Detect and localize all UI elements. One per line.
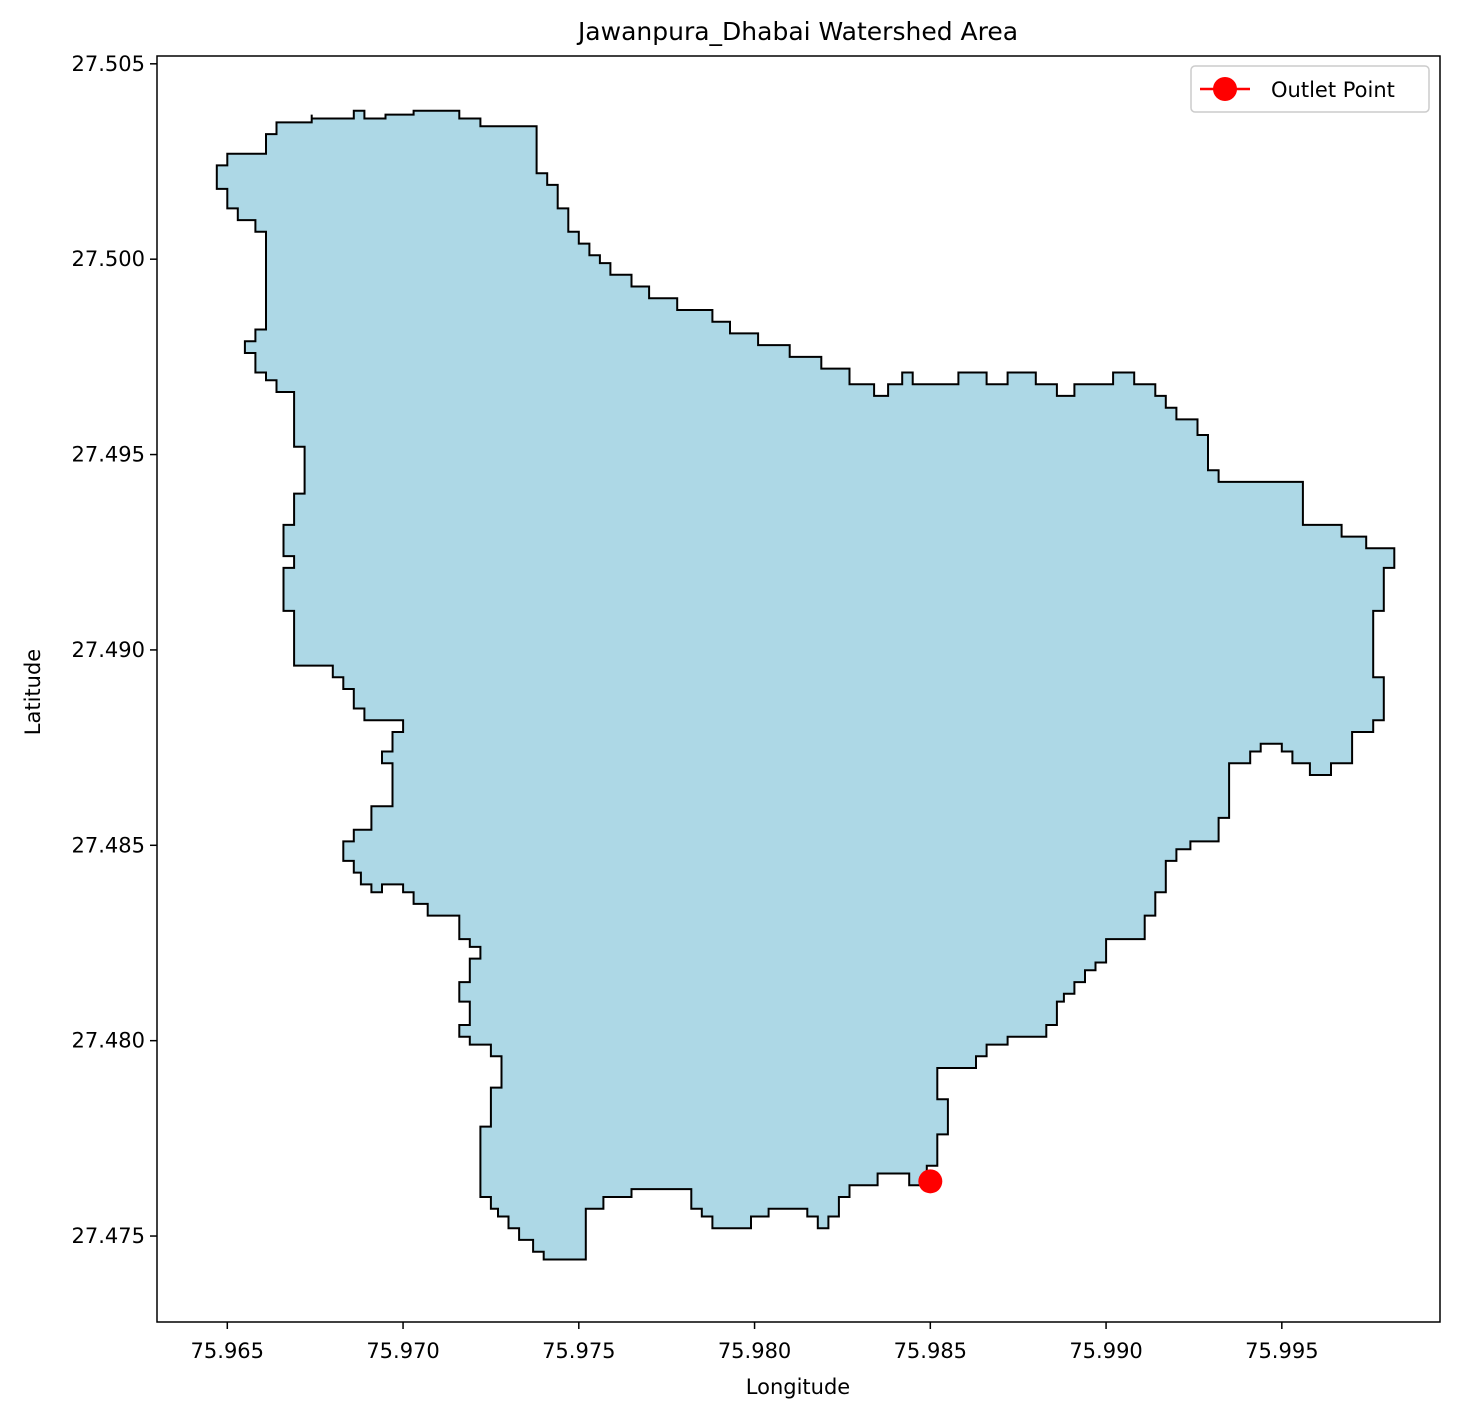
x-tick-label: 75.970 bbox=[366, 1339, 439, 1363]
chart-title: Jawanpura_Dhabai Watershed Area bbox=[576, 17, 1018, 46]
y-axis: 27.475 27.480 27.485 27.490 27.495 27.500 27.5… bbox=[72, 52, 157, 1248]
y-tick-label: 27.475 bbox=[72, 1224, 145, 1248]
x-tick-label: 75.985 bbox=[894, 1339, 967, 1363]
y-tick-label: 27.485 bbox=[72, 833, 145, 857]
y-tick-label: 27.505 bbox=[72, 52, 145, 76]
outlet-point-marker bbox=[918, 1169, 943, 1194]
x-axis: 75.965 75.970 75.975 75.980 75.985 75.990 75.9… bbox=[191, 1322, 1319, 1363]
legend-marker-swatch bbox=[1213, 77, 1237, 101]
x-axis-label: Longitude bbox=[746, 1375, 850, 1399]
legend-label-outlet-point: Outlet Point bbox=[1271, 78, 1395, 102]
x-tick-label: 75.990 bbox=[1069, 1339, 1142, 1363]
x-tick-label: 75.995 bbox=[1245, 1339, 1318, 1363]
watershed-polygon bbox=[215, 109, 1396, 1261]
legend-frame bbox=[1190, 65, 1430, 113]
x-tick-label: 75.975 bbox=[542, 1339, 615, 1363]
plot-area bbox=[215, 109, 1396, 1261]
legend: Outlet Point bbox=[1190, 65, 1430, 113]
y-axis-label: Latitude bbox=[21, 649, 45, 735]
y-tick-label: 27.495 bbox=[72, 443, 145, 467]
plot-frame bbox=[156, 55, 1441, 1323]
x-tick-label: 75.980 bbox=[718, 1339, 791, 1363]
y-tick-label: 27.480 bbox=[72, 1029, 145, 1053]
y-tick-label: 27.500 bbox=[72, 247, 145, 271]
x-tick-label: 75.965 bbox=[191, 1339, 264, 1363]
y-tick-label: 27.490 bbox=[72, 638, 145, 662]
